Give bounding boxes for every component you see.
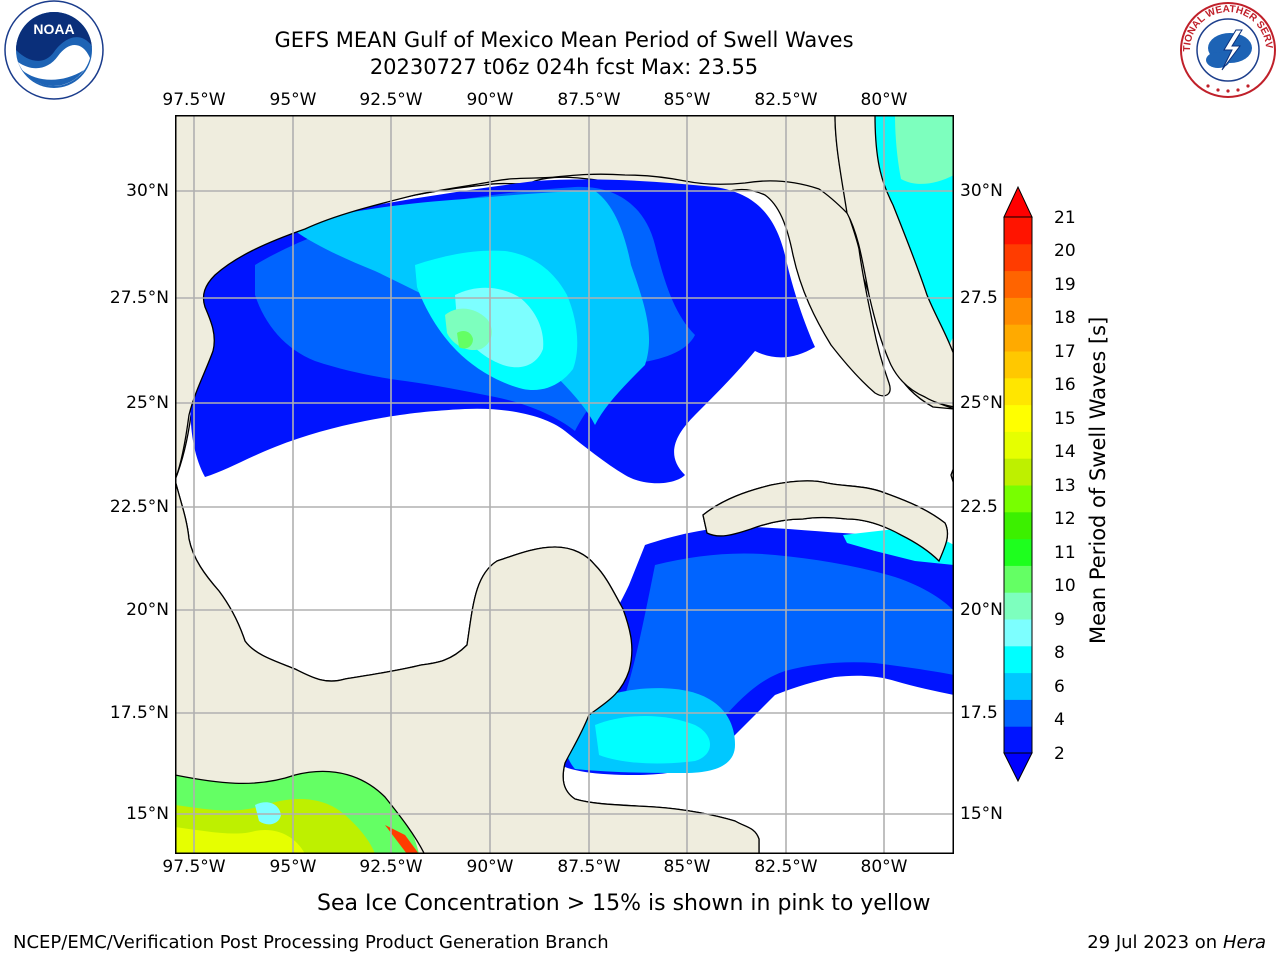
colorbar-tick: 4	[1054, 710, 1065, 730]
graticule	[175, 115, 954, 854]
lon-tick-bottom: 90°W	[466, 857, 514, 877]
lat-tick-left: 20°N	[126, 600, 169, 620]
sea-ice-note: Sea Ice Concentration > 15% is shown in …	[317, 891, 931, 916]
lon-tick-bottom: 80°W	[860, 857, 908, 877]
contour-florida-east-high	[895, 115, 954, 184]
lon-tick-top: 92.5°W	[359, 90, 423, 110]
lat-tick-left: 22.5°N	[109, 497, 169, 517]
lon-tick-top: 97.5°W	[162, 90, 226, 110]
lat-tick-left: 30°N	[126, 181, 169, 201]
colorbar-segment	[1004, 699, 1032, 727]
colorbar-tick: 10	[1054, 576, 1076, 596]
lon-tick-bottom: 87.5°W	[557, 857, 621, 877]
colorbar-tick: 6	[1054, 677, 1065, 697]
lon-tick-top: 90°W	[466, 90, 514, 110]
colorbar-segment	[1004, 270, 1032, 298]
colorbar-segment	[1004, 565, 1032, 593]
lon-tick-top: 87.5°W	[557, 90, 621, 110]
lon-tick-bottom: 92.5°W	[359, 857, 423, 877]
contour-pacific-6-8	[175, 827, 305, 854]
footer-branch: NCEP/EMC/Verification Post Processing Pr…	[13, 932, 609, 953]
colorbar-tick: 17	[1054, 342, 1076, 362]
colorbar-tick: 9	[1054, 610, 1065, 630]
colorbar-tick: 15	[1054, 409, 1076, 429]
lat-tick-right: 30°N	[960, 181, 1003, 201]
colorbar-over-triangle	[1003, 185, 1033, 218]
chart-title-line2: 20230727 t06z 024h fcst Max: 23.55	[369, 55, 759, 79]
gulf-map	[175, 115, 954, 854]
colorbar-segment	[1004, 485, 1032, 513]
colorbar-tick: 18	[1054, 308, 1076, 328]
lat-tick-right: 15°N	[960, 804, 1003, 824]
colorbar-tick: 12	[1054, 509, 1076, 529]
nws-logo: NATIONAL WEATHER SERVICE	[1178, 0, 1276, 98]
colorbar-segment	[1004, 404, 1032, 432]
colorbar-tick: 16	[1054, 375, 1076, 395]
colorbar-segment	[1004, 431, 1032, 459]
colorbar-segment	[1004, 538, 1032, 566]
colorbar-under-triangle	[1003, 752, 1033, 782]
lon-tick-top: 80°W	[860, 90, 908, 110]
colorbar-tick: 14	[1054, 442, 1076, 462]
colorbar-segment	[1004, 726, 1032, 754]
colorbar-tick: 19	[1054, 275, 1076, 295]
contour-11-12	[457, 331, 473, 349]
colorbar	[1003, 185, 1033, 782]
lat-tick-right: 20°N	[960, 600, 1003, 620]
colorbar-label: Mean Period of Swell Waves [s]	[1086, 316, 1110, 644]
contour-pacific-red	[385, 825, 419, 854]
colorbar-tick: 21	[1054, 208, 1076, 228]
lat-tick-right: 17.5	[960, 703, 998, 723]
colorbar-tick: 13	[1054, 476, 1076, 496]
chart-title-line1: GEFS MEAN Gulf of Mexico Mean Period of …	[274, 28, 854, 52]
footer-date: 29 Jul 2023 on Hera	[1087, 932, 1266, 954]
land-mexico-overlay	[175, 479, 760, 854]
colorbar-tick: 8	[1054, 643, 1065, 663]
colorbar-segment	[1004, 243, 1032, 272]
footer-date-text: 29 Jul 2023 on	[1087, 932, 1223, 953]
lat-tick-right: 25°N	[960, 393, 1003, 413]
contour-caribbean-8-9	[595, 716, 710, 764]
lat-tick-left: 15°N	[126, 804, 169, 824]
noaa-logo: NOAA	[4, 0, 104, 100]
lat-tick-left: 25°N	[126, 393, 169, 413]
lon-tick-bottom: 85°W	[663, 857, 711, 877]
colorbar-segment	[1004, 351, 1032, 379]
noaa-logo-text: NOAA	[33, 21, 74, 37]
lat-tick-left: 27.5°N	[109, 288, 169, 308]
colorbar-tick: 11	[1054, 543, 1076, 563]
land-overlay	[175, 115, 954, 854]
contour-10-11	[445, 308, 492, 351]
land-usa-overlay	[175, 115, 850, 481]
lon-tick-top: 95°W	[269, 90, 317, 110]
footer-machine: Hera	[1222, 932, 1266, 953]
colorbar-segment	[1004, 511, 1032, 540]
map-frame	[175, 115, 954, 854]
lon-tick-top: 85°W	[663, 90, 711, 110]
colorbar-segment	[1004, 217, 1032, 245]
land-cuba-overlay	[702, 480, 949, 563]
land-florida-overlay	[834, 115, 954, 408]
colorbar-segment	[1004, 672, 1032, 700]
colorbar-segment	[1004, 297, 1032, 325]
lat-tick-left: 17.5°N	[109, 703, 169, 723]
colorbar-segment	[1004, 619, 1032, 647]
colorbar-tick: 20	[1054, 241, 1076, 261]
colorbar-segment	[1004, 458, 1032, 486]
lon-tick-bottom: 82.5°W	[754, 857, 818, 877]
colorbar-frame	[1003, 216, 1033, 754]
colorbar-tick: 2	[1054, 744, 1065, 764]
colorbar-segment	[1004, 592, 1032, 620]
colorbar-segment	[1004, 377, 1032, 406]
lat-tick-right: 22.5	[960, 497, 998, 517]
colorbar-segment	[1004, 324, 1032, 352]
lon-tick-bottom: 95°W	[269, 857, 317, 877]
lat-tick-right: 27.5	[960, 288, 998, 308]
colorbar-segment	[1004, 645, 1032, 674]
lon-tick-top: 82.5°W	[754, 90, 818, 110]
colorbar-segments	[1004, 217, 1032, 754]
lon-tick-bottom: 97.5°W	[162, 857, 226, 877]
